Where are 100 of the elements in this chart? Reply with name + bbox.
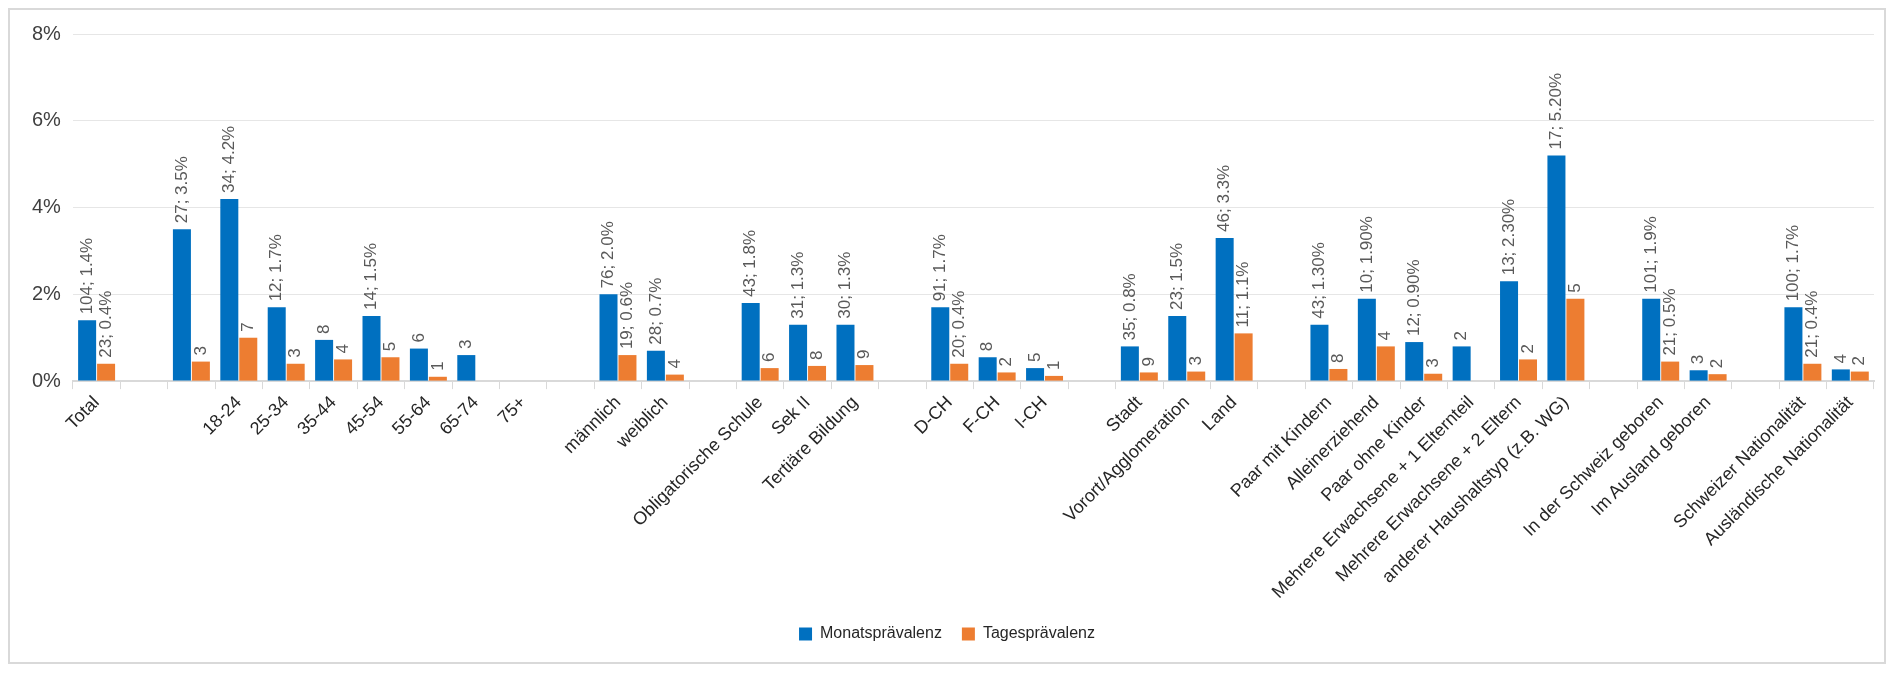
bar <box>1452 346 1471 381</box>
annotation: 6 <box>408 333 428 343</box>
legend-label: Monatsprävalenz <box>820 624 942 642</box>
data-label: 10; 1.90% <box>1356 216 1376 293</box>
data-label: 101; 1.9% <box>1640 216 1660 293</box>
bar <box>1120 346 1139 381</box>
data-label: 14; 1.5% <box>361 242 381 311</box>
bar <box>1376 346 1395 381</box>
data-label: 76; 2.0% <box>598 221 618 289</box>
bar <box>978 357 997 381</box>
bar <box>1139 372 1158 381</box>
bar <box>1045 375 1064 381</box>
bar <box>1215 237 1234 381</box>
bar <box>334 359 353 381</box>
bar <box>646 350 665 381</box>
y-tick-label: 0% <box>32 368 62 391</box>
annotation: 9 <box>854 349 874 360</box>
bar <box>381 357 400 381</box>
data-label: 28; 0.7% <box>645 277 665 345</box>
data-label: 30; 1.3% <box>835 251 855 319</box>
data-label: 13; 2.30% <box>1498 198 1518 276</box>
bar <box>1850 371 1869 381</box>
bar <box>428 376 447 381</box>
bar <box>665 374 684 381</box>
data-label: 43; 1.30% <box>1309 242 1329 319</box>
bar <box>1784 307 1803 381</box>
data-label: 31; 1.3% <box>787 251 807 319</box>
data-label: 34; 4.2% <box>219 125 238 193</box>
bar <box>1803 363 1822 381</box>
annotation: 4 <box>1375 330 1395 341</box>
annotation: 3 <box>190 346 210 356</box>
annotation: 5 <box>380 341 400 352</box>
bar <box>315 339 334 381</box>
bar <box>1661 361 1680 381</box>
data-label: 21; 0.5% <box>1659 288 1679 356</box>
annotation: 2 <box>1849 356 1869 366</box>
annotation: 5 <box>1565 283 1585 293</box>
bar <box>931 307 950 381</box>
bar <box>1234 333 1253 381</box>
data-label: 19; 0.6% <box>617 281 637 350</box>
annotation: 5 <box>1024 352 1044 363</box>
bar <box>78 320 97 381</box>
bar <box>1689 370 1708 381</box>
x-tick-label: 75+ <box>493 391 530 428</box>
data-label: 21; 0.4% <box>1802 290 1822 358</box>
bar <box>1642 298 1661 381</box>
bar <box>362 316 381 381</box>
data-label: 23; 1.5% <box>1166 242 1186 311</box>
annotation: 9 <box>1138 356 1158 367</box>
annotation: 2 <box>1451 330 1471 341</box>
annotation: 1 <box>1043 360 1063 370</box>
bar <box>1424 373 1443 381</box>
annotation: 2 <box>1517 343 1537 354</box>
bar <box>1519 359 1538 381</box>
bar <box>741 303 760 381</box>
annotation: 1 <box>427 361 447 371</box>
annotation: 3 <box>285 348 305 358</box>
bar <box>1708 374 1727 381</box>
data-label: 27; 3.5% <box>171 156 191 224</box>
annotation: 2 <box>1707 358 1727 369</box>
bar <box>1310 324 1329 381</box>
data-label: 104; 1.4% <box>76 237 96 315</box>
bar <box>599 294 618 381</box>
bar <box>808 365 827 381</box>
bar <box>1831 369 1850 381</box>
annotation: 3 <box>1422 358 1442 368</box>
bar <box>1168 316 1187 381</box>
bar <box>1500 281 1519 381</box>
bar <box>997 372 1016 381</box>
bar <box>1187 371 1206 381</box>
bar <box>409 348 428 381</box>
y-tick-label: 2% <box>32 281 62 304</box>
bar <box>1026 368 1045 381</box>
annotation: 8 <box>977 341 997 352</box>
annotation: 3 <box>455 339 475 350</box>
bar <box>172 229 191 381</box>
bar <box>1405 342 1424 381</box>
bar <box>789 324 808 381</box>
annotation: 3 <box>1185 356 1205 366</box>
bar <box>836 324 855 381</box>
annotation: 7 <box>237 322 257 332</box>
annotation: 4 <box>1830 353 1850 364</box>
annotation: 6 <box>759 352 779 363</box>
bar <box>1329 368 1348 381</box>
data-label: 35; 0.8% <box>1119 273 1139 341</box>
annotation: 8 <box>1328 353 1348 363</box>
bar <box>97 363 116 381</box>
bar <box>191 361 210 381</box>
annotation: 8 <box>313 324 333 334</box>
annotation: 4 <box>664 359 684 369</box>
annotation: 4 <box>332 343 352 354</box>
bar <box>267 307 286 381</box>
data-label: 100; 1.7% <box>1783 224 1803 302</box>
bar <box>760 368 779 381</box>
bar <box>950 363 969 381</box>
bar <box>220 198 239 381</box>
y-tick-label: 4% <box>32 195 62 218</box>
annotation: 8 <box>806 350 826 360</box>
bar <box>1547 155 1566 381</box>
data-label: 12; 0.90% <box>1403 259 1423 337</box>
